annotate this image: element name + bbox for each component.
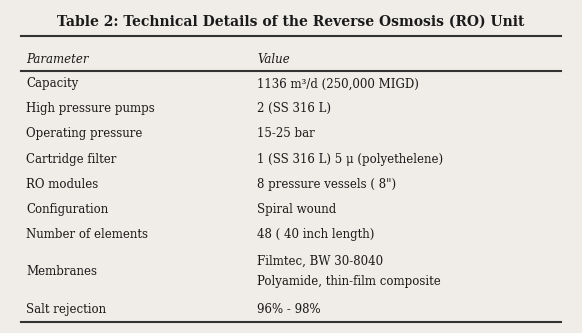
- Text: Capacity: Capacity: [26, 77, 79, 91]
- Text: 1 (SS 316 L) 5 μ (polyethelene): 1 (SS 316 L) 5 μ (polyethelene): [257, 153, 443, 166]
- Text: Spiral wound: Spiral wound: [257, 202, 336, 215]
- Text: Membranes: Membranes: [26, 265, 97, 278]
- Text: Value: Value: [257, 53, 290, 66]
- Text: 8 pressure vessels ( 8"): 8 pressure vessels ( 8"): [257, 177, 396, 190]
- Text: RO modules: RO modules: [26, 177, 99, 190]
- Text: Polyamide, thin-film composite: Polyamide, thin-film composite: [257, 275, 441, 288]
- Text: 96% - 98%: 96% - 98%: [257, 303, 321, 316]
- Text: High pressure pumps: High pressure pumps: [26, 103, 155, 116]
- Text: Salt rejection: Salt rejection: [26, 303, 107, 316]
- Text: 48 ( 40 inch length): 48 ( 40 inch length): [257, 227, 375, 241]
- Text: Operating pressure: Operating pressure: [26, 128, 143, 141]
- Text: 1136 m³/d (250,000 MIGD): 1136 m³/d (250,000 MIGD): [257, 77, 419, 91]
- Text: 2 (SS 316 L): 2 (SS 316 L): [257, 103, 331, 116]
- Text: 15-25 bar: 15-25 bar: [257, 128, 315, 141]
- Text: Table 2: Technical Details of the Reverse Osmosis (RO) Unit: Table 2: Technical Details of the Revers…: [57, 15, 525, 29]
- Text: Number of elements: Number of elements: [26, 227, 148, 241]
- Text: Cartridge filter: Cartridge filter: [26, 153, 117, 166]
- Text: Parameter: Parameter: [26, 53, 89, 66]
- Text: Configuration: Configuration: [26, 202, 109, 215]
- Text: Filmtec, BW 30-8040: Filmtec, BW 30-8040: [257, 255, 384, 268]
